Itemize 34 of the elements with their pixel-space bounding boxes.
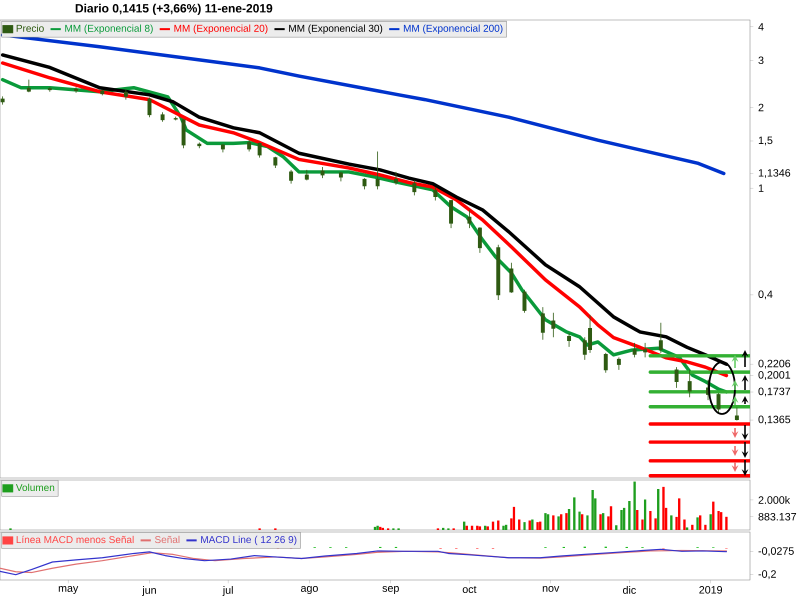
- legend-label: Señal: [154, 536, 180, 544]
- chart-title: Diario 0,1415 (+3,66%) 11-ene-2019: [76, 4, 272, 15]
- x-tick-label: jul: [222, 586, 233, 596]
- y-tick-label: 1,5: [758, 136, 772, 146]
- legend-label: MM (Exponencial 30): [289, 24, 382, 34]
- y-tick-label: 0,1365: [758, 416, 790, 424]
- legend-label: Línea MACD menos Señal: [16, 536, 134, 544]
- legend-label: MM (Exponencial 8): [65, 24, 153, 34]
- x-tick-label: sep: [382, 586, 399, 594]
- y-tick-label: 2.000k: [758, 496, 790, 504]
- legend-label: Volumen: [16, 484, 54, 492]
- legend-label: MM (Exponencial 200): [404, 24, 502, 34]
- y-tick-label: 1,1346: [758, 169, 790, 178]
- y-tick-label: 883.137: [758, 512, 796, 520]
- x-tick-label: dic: [623, 586, 636, 594]
- y-tick-label: 2: [758, 104, 764, 112]
- x-tick-label: oct: [462, 586, 476, 594]
- x-tick-label: nov: [542, 586, 560, 592]
- x-tick-label: ago: [301, 586, 318, 594]
- x-tick-label: may: [58, 586, 78, 594]
- legend-label: MACD Line ( 12 26 9): [201, 536, 296, 546]
- y-tick-label: 1: [758, 184, 764, 192]
- y-tick-label: 0,2001: [758, 371, 790, 380]
- y-tick-label: 3: [758, 56, 764, 64]
- y-tick-label: 0,1737: [758, 388, 790, 396]
- y-tick-label: -0,2: [758, 570, 776, 580]
- x-tick-label: jun: [142, 586, 156, 596]
- y-tick-label: 0,4: [758, 290, 773, 300]
- y-tick-label: 4: [758, 23, 764, 30]
- y-tick-label: -0,0275: [758, 547, 794, 556]
- legend-label: MM (Exponencial 20): [174, 24, 268, 34]
- legend-label: Precio: [16, 24, 44, 32]
- x-tick-label: 2019: [699, 586, 722, 594]
- y-tick-label: 0,2206: [758, 360, 790, 369]
